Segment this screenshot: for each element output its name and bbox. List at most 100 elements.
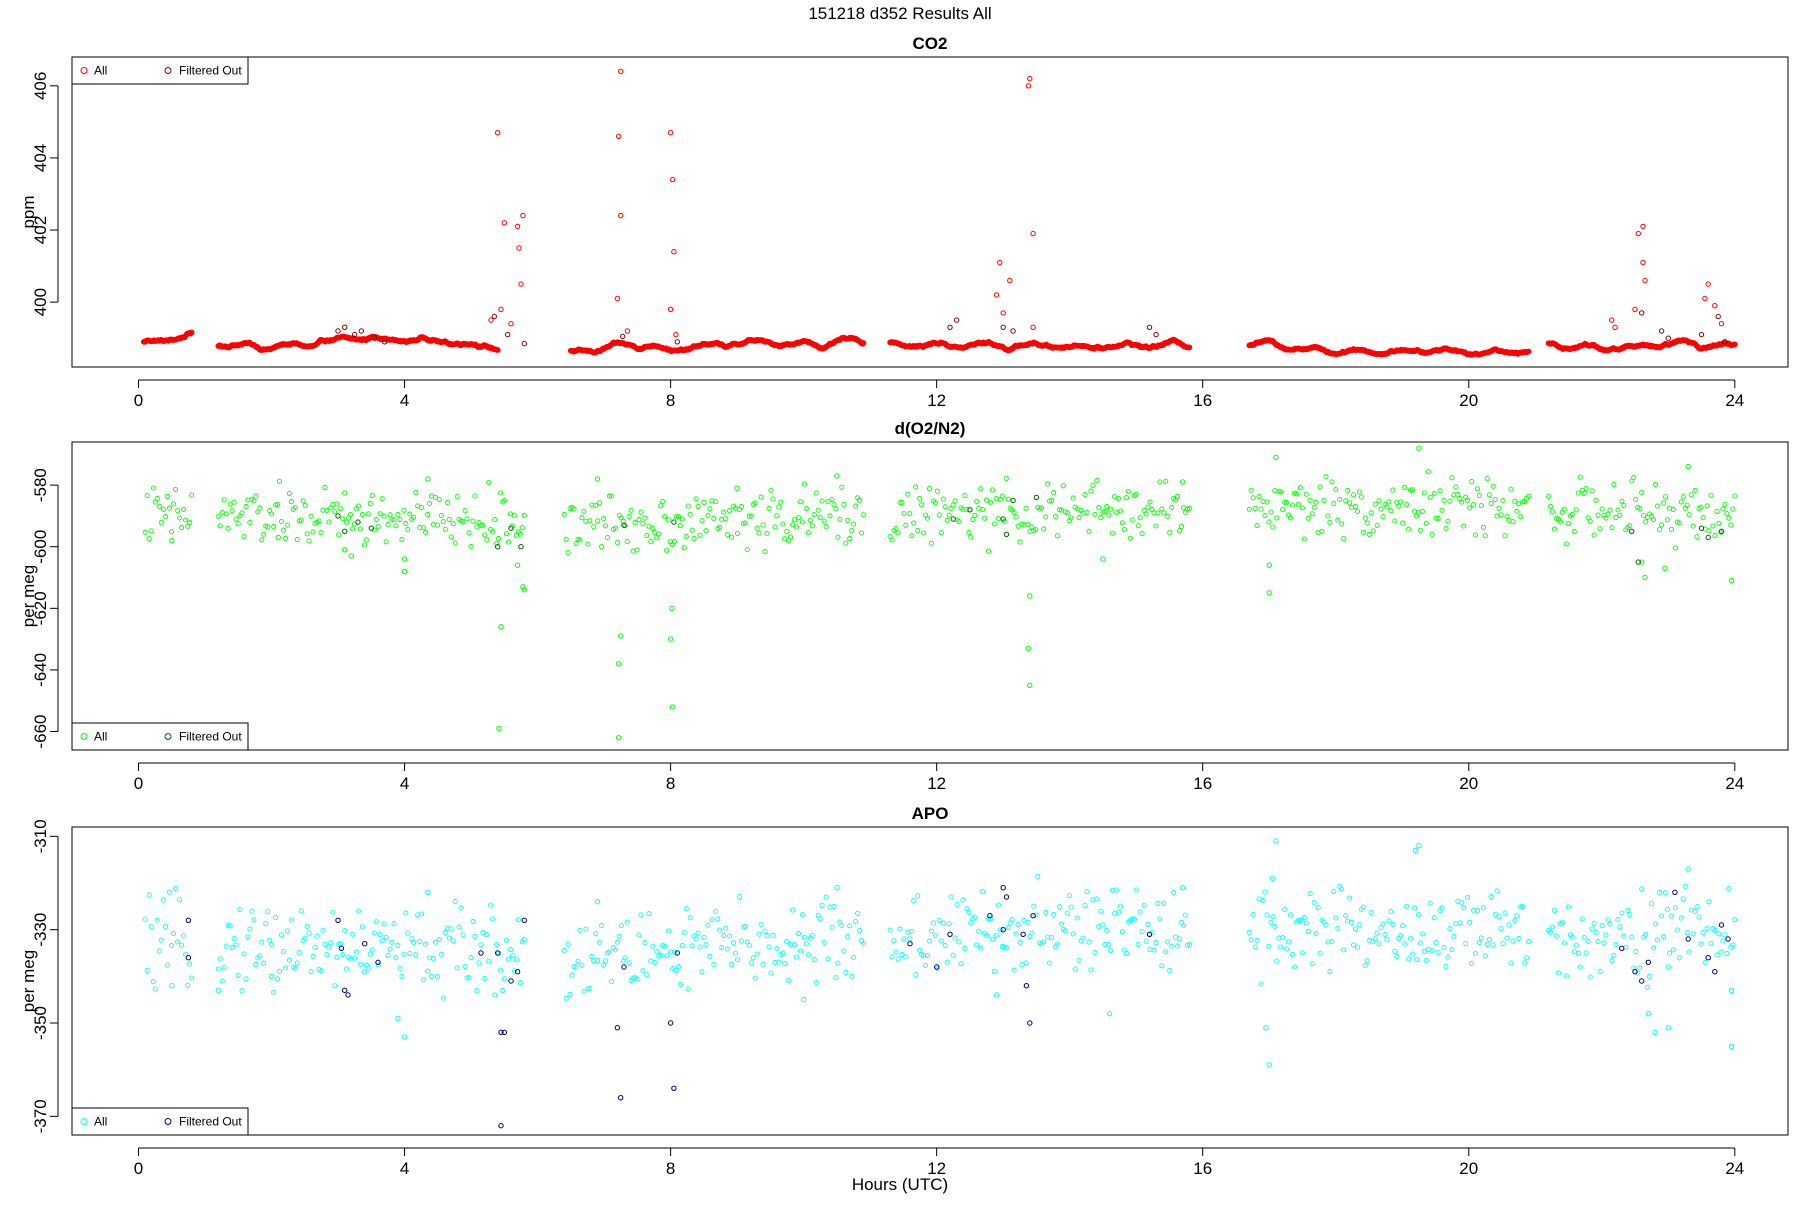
data-points bbox=[140, 68, 1738, 358]
data-point-all bbox=[496, 725, 502, 732]
data-point-all bbox=[486, 479, 492, 486]
data-point-all bbox=[1404, 903, 1410, 909]
data-point-all bbox=[1175, 493, 1181, 499]
data-point-all bbox=[1360, 904, 1366, 910]
data-point-all bbox=[373, 517, 379, 523]
data-point-all bbox=[401, 556, 408, 562]
data-point-all bbox=[1145, 504, 1151, 510]
data-point-all bbox=[1347, 500, 1353, 506]
data-point-all bbox=[1415, 509, 1421, 515]
data-point-all bbox=[913, 972, 919, 978]
data-point-all bbox=[302, 935, 308, 941]
data-point-all bbox=[1417, 940, 1423, 946]
data-point-all bbox=[742, 520, 748, 526]
data-point-all bbox=[723, 925, 729, 931]
data-point-all bbox=[1561, 506, 1567, 512]
data-point-all bbox=[915, 893, 921, 899]
panel-title: CO2 bbox=[913, 34, 948, 53]
x-tick-label: 16 bbox=[1193, 774, 1212, 793]
data-point-all bbox=[1064, 510, 1070, 516]
data-point-all bbox=[1474, 907, 1481, 913]
data-point-all bbox=[1416, 445, 1422, 451]
data-point-all bbox=[984, 497, 990, 503]
data-point-all bbox=[1017, 939, 1023, 945]
data-point-all bbox=[734, 530, 741, 536]
data-point-all bbox=[707, 953, 713, 959]
data-point-all bbox=[618, 212, 624, 219]
data-point-all bbox=[282, 965, 288, 971]
data-point-all bbox=[1704, 503, 1710, 509]
data-point-all bbox=[247, 519, 253, 526]
data-point-all bbox=[1472, 532, 1479, 538]
data-point-all bbox=[1502, 910, 1508, 916]
data-point-all bbox=[294, 537, 300, 543]
data-point-all bbox=[1439, 507, 1445, 513]
data-point-all bbox=[985, 916, 992, 922]
data-point-all bbox=[634, 547, 640, 553]
data-point-all bbox=[1392, 948, 1398, 954]
data-point-all bbox=[1625, 907, 1631, 913]
data-point-all bbox=[1384, 504, 1390, 510]
data-point-all bbox=[419, 504, 425, 511]
data-point-all bbox=[711, 961, 717, 968]
data-point-all bbox=[1113, 887, 1120, 893]
data-point-all bbox=[1015, 523, 1021, 529]
data-point-all bbox=[377, 932, 383, 938]
data-point-all bbox=[817, 514, 823, 520]
data-point-all bbox=[583, 518, 589, 524]
data-point-all bbox=[324, 952, 330, 958]
data-point-all bbox=[725, 946, 731, 952]
data-point-all bbox=[1488, 500, 1494, 507]
data-point-all bbox=[1406, 526, 1412, 532]
data-point-all bbox=[267, 937, 273, 943]
data-point-all bbox=[966, 910, 972, 916]
data-point-all bbox=[766, 506, 772, 512]
data-point-all bbox=[1295, 917, 1301, 923]
data-point-all bbox=[215, 966, 221, 972]
data-point-all bbox=[799, 519, 805, 525]
data-point-all bbox=[1664, 517, 1670, 523]
data-point-filtered bbox=[1020, 931, 1026, 937]
data-point-all bbox=[1282, 499, 1288, 505]
data-point-all bbox=[1054, 533, 1061, 539]
data-point-all bbox=[1526, 493, 1532, 499]
data-point-all bbox=[185, 523, 191, 529]
data-point-all bbox=[942, 942, 948, 949]
data-point-all bbox=[825, 956, 831, 962]
data-point-all bbox=[1106, 512, 1112, 518]
data-point-all bbox=[681, 930, 687, 936]
data-point-all bbox=[827, 904, 833, 910]
data-point-all bbox=[1137, 515, 1143, 521]
data-point-all bbox=[593, 502, 599, 509]
data-point-filtered bbox=[1685, 936, 1691, 942]
data-point-all bbox=[1305, 515, 1311, 521]
series-all-band bbox=[142, 873, 1738, 1001]
data-point-filtered bbox=[1010, 328, 1016, 334]
data-point-all bbox=[361, 969, 367, 975]
data-point-all bbox=[594, 899, 601, 905]
data-point-all bbox=[278, 932, 285, 938]
series-filtered-out bbox=[185, 885, 1731, 1129]
data-point-all bbox=[1676, 520, 1682, 526]
legend-marker-all bbox=[80, 67, 88, 74]
data-point-all bbox=[932, 933, 938, 939]
data-point-all bbox=[1654, 937, 1661, 943]
data-point-filtered bbox=[1718, 922, 1725, 928]
data-point-all bbox=[1266, 943, 1272, 949]
data-point-all bbox=[893, 949, 899, 955]
data-point-all bbox=[970, 516, 976, 522]
data-point-all bbox=[1137, 909, 1143, 915]
data-point-all bbox=[1439, 905, 1445, 911]
data-point-all bbox=[1688, 492, 1694, 498]
data-point-all bbox=[936, 512, 942, 518]
data-point-all bbox=[1607, 507, 1613, 513]
x-tick-label: 4 bbox=[400, 391, 409, 410]
data-point-all bbox=[638, 509, 644, 515]
data-point-all bbox=[683, 533, 689, 540]
data-point-all bbox=[725, 532, 731, 538]
data-point-all bbox=[1400, 520, 1406, 526]
x-tick-label: 12 bbox=[927, 391, 946, 410]
data-point-all bbox=[1706, 528, 1712, 534]
data-point-all bbox=[1686, 949, 1692, 955]
data-point-all bbox=[801, 481, 807, 487]
